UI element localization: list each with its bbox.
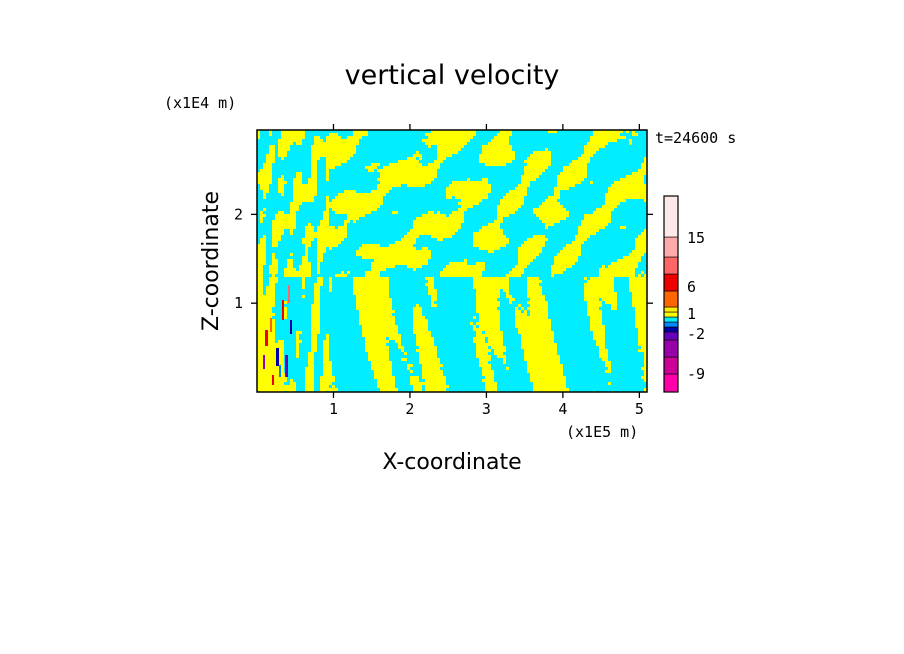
colorbar-band xyxy=(663,356,679,375)
colorbar-band xyxy=(663,290,679,308)
strong-velocity-cell xyxy=(263,355,265,369)
strong-velocity-cell xyxy=(272,375,274,385)
strong-velocity-cell xyxy=(282,300,284,320)
x-axis: 1 2 3 4 5 xyxy=(329,124,644,418)
z-unit-label: (x1E4 m) xyxy=(164,94,236,112)
strong-velocity-cell xyxy=(288,285,290,303)
colorbar-band xyxy=(663,256,679,275)
strong-velocity-cell xyxy=(276,348,279,366)
x-tick-label: 5 xyxy=(635,400,644,418)
z-axis: 12 xyxy=(234,205,653,312)
x-tick-label: 4 xyxy=(558,400,567,418)
colorbar-label: -9 xyxy=(687,365,705,383)
z-axis-title: Z-coordinate xyxy=(199,191,224,331)
strong-velocity-cell xyxy=(270,318,272,332)
colorbar-label: 15 xyxy=(687,229,705,247)
plot-frame xyxy=(256,129,648,393)
colorbar-band xyxy=(663,321,679,328)
colorbar-band xyxy=(663,306,679,313)
colorbar-band xyxy=(663,236,679,258)
colorbar-band xyxy=(663,195,679,238)
strong-velocity-cell xyxy=(265,330,268,346)
colorbar-label: 1 xyxy=(687,305,696,323)
colorbar-band xyxy=(663,373,679,393)
velocity-field xyxy=(257,130,647,392)
strong-velocity-cell xyxy=(279,365,281,377)
strong-velocity-cell xyxy=(290,320,292,334)
x-axis-title: X-coordinate xyxy=(382,450,521,475)
x-tick-label: 3 xyxy=(482,400,491,418)
x-tick-label: 2 xyxy=(405,400,414,418)
strong-velocity-cell xyxy=(285,355,288,377)
colorbar-band xyxy=(663,339,679,358)
positive-velocity-region xyxy=(257,130,647,392)
colorbar-band xyxy=(663,273,679,292)
chart-title: vertical velocity xyxy=(345,60,560,91)
colorbar-label: -2 xyxy=(687,325,705,343)
z-tick-label: 2 xyxy=(234,205,243,223)
x-unit-label: (x1E5 m) xyxy=(566,423,638,441)
colorbar-band xyxy=(663,316,679,323)
colorbar-band xyxy=(663,311,679,318)
colorbar: 15 6 1 -2 -9 xyxy=(663,195,705,393)
colorbar-frame xyxy=(663,195,679,393)
colorbar-band xyxy=(663,326,679,333)
colorbar-band xyxy=(663,331,679,341)
colorbar-label: 6 xyxy=(687,278,696,296)
z-tick-label: 1 xyxy=(234,294,243,312)
time-label: t=24600 s xyxy=(655,129,736,147)
x-tick-label: 1 xyxy=(329,400,338,418)
